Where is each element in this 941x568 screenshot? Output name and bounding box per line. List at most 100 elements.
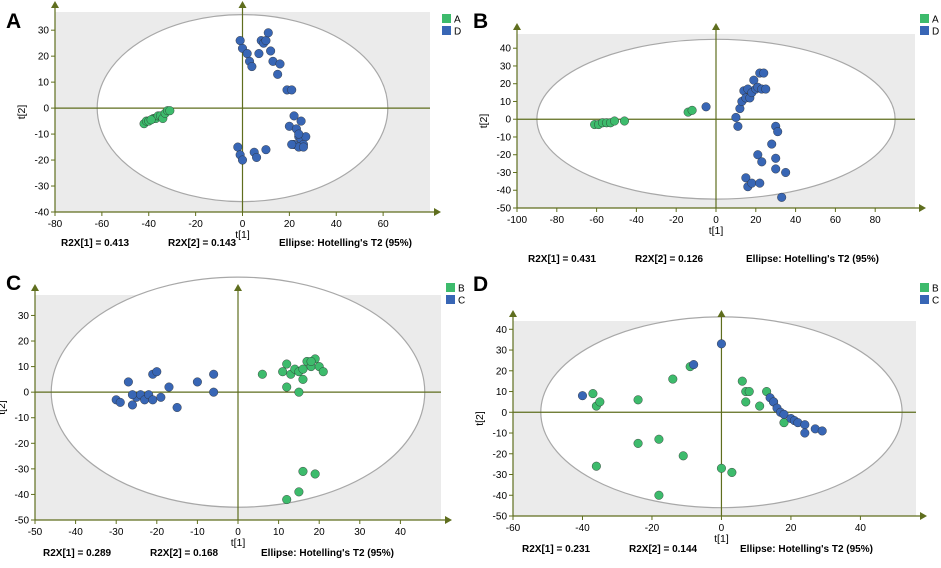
panel-d-xtick-label: -40 <box>575 523 590 534</box>
panel-b-point-d <box>777 192 787 202</box>
panel-c-point-c <box>192 377 202 387</box>
panel-a-point-d <box>287 139 297 149</box>
panel-a-ytick-label: -40 <box>35 208 50 219</box>
panel-b-xtick-label: -80 <box>550 215 565 226</box>
panel-c-point-c <box>209 369 219 379</box>
panel-d-legend-swatch-c <box>920 295 929 304</box>
panel-a-r2x1: R2X[1] = 0.413 <box>61 238 130 249</box>
panel-d-point-b <box>654 490 664 500</box>
panel-c-legend-label-c: C <box>458 296 465 307</box>
panel-c-r2x2: R2X[2] = 0.168 <box>150 548 219 559</box>
panel-b-xtick-label: -40 <box>629 215 644 226</box>
panel-b-r2x2: R2X[2] = 0.126 <box>635 254 704 265</box>
panel-a-point-d <box>273 69 283 79</box>
panel-b-point-d <box>749 75 759 85</box>
panel-a-ytick-label: -20 <box>35 156 50 167</box>
panel-c-x-axis-title: t[1] <box>231 537 246 549</box>
panel-b-ytick-label: -30 <box>497 168 512 179</box>
panel-c-ellipse-label: Ellipse: Hotelling's T2 (95%) <box>261 548 394 559</box>
panel-b-point-d <box>753 150 763 160</box>
panel-b-point-d <box>757 157 767 167</box>
panel-a-ytick-label: 10 <box>38 78 50 89</box>
panel-a-point-d <box>298 142 308 152</box>
panel-b-point-d <box>771 164 781 174</box>
panel-b-xtick-label: -60 <box>589 215 604 226</box>
panel-d-point-b <box>588 389 598 399</box>
panel-b-xtick-label: 40 <box>790 215 802 226</box>
panel-d-point-b <box>654 434 664 444</box>
panel-d-xtick-label: -60 <box>506 523 521 534</box>
panel-c-xtick-label: -30 <box>109 527 124 538</box>
panel-d-legend-label-b: B <box>932 284 939 295</box>
panel-c-xtick-label: 20 <box>314 527 326 538</box>
panel-c-legend-swatch-c <box>446 295 455 304</box>
panel-d-ytick-label: 40 <box>496 325 508 336</box>
panel-c-letter: C <box>6 272 21 295</box>
panel-d-y-axis-title: t[2] <box>474 411 486 426</box>
panel-d-point-c <box>577 391 587 401</box>
panel-c-point-c <box>127 400 137 410</box>
panel-c-ytick-label: 30 <box>18 311 30 322</box>
panel-c-point-c <box>123 377 133 387</box>
panel-b-xtick-label: 20 <box>750 215 762 226</box>
panel-d-x-axis-arrow <box>920 512 927 520</box>
panel-a-xtick-label: 40 <box>331 219 343 230</box>
panel-d-ytick-label: -50 <box>493 512 508 523</box>
panel-c-legend-swatch-b <box>446 283 455 292</box>
panel-d-ytick-label: 10 <box>496 387 508 398</box>
panel-a-point-d <box>235 36 245 46</box>
panel-c-ytick-label: -20 <box>15 439 30 450</box>
panel-b-point-d <box>755 178 765 188</box>
panel-a-legend-swatch-d <box>442 26 451 35</box>
panel-c-point-b <box>282 359 292 369</box>
panel-d-point-b <box>755 401 765 411</box>
panel-d-ytick-label: -10 <box>493 429 508 440</box>
panel-c-point-c <box>115 397 125 407</box>
panel-a-y-axis-title: t[2] <box>16 105 28 120</box>
panel-b-y-axis-title: t[2] <box>478 114 490 129</box>
panel-a-ytick-label: 0 <box>43 104 49 115</box>
panel-c-point-c <box>127 390 137 400</box>
panel-a-point-d <box>247 62 257 72</box>
panel-d-point-b <box>633 438 643 448</box>
panel-b-point-d <box>701 102 711 112</box>
panel-c-point-c <box>152 367 162 377</box>
panel-d-legend-label-c: C <box>932 296 939 307</box>
panel-d-point-b <box>595 397 605 407</box>
panel-a-xtick-label: 20 <box>284 219 296 230</box>
panel-a-legend-label-d: D <box>454 27 461 38</box>
panel-d-point-b <box>591 461 601 471</box>
panel-c-zero-arrow <box>234 284 242 291</box>
panel-c-ytick-label: -50 <box>15 516 30 527</box>
panel-c-xtick-label: 40 <box>395 527 407 538</box>
panel-b-xtick-label: 0 <box>713 215 719 226</box>
panel-d-point-c <box>800 420 810 430</box>
panel-a-point-d <box>233 142 243 152</box>
panel-a-ytick-label: 20 <box>38 52 50 63</box>
panel-c-r2x1: R2X[1] = 0.289 <box>43 548 112 559</box>
panel-d-r2x1: R2X[1] = 0.231 <box>522 544 591 555</box>
panel-a-point-d <box>254 49 264 59</box>
panel-c-point-b <box>257 369 267 379</box>
panel-b-legend-label-d: D <box>932 27 939 38</box>
panel-b-point-d <box>747 178 757 188</box>
panel-d-point-b <box>668 374 678 384</box>
panel-b-letter: B <box>473 10 488 33</box>
panel-b-ytick-label: -40 <box>497 186 512 197</box>
panel-a-xtick-label: -20 <box>188 219 203 230</box>
panel-d-xtick-label: -20 <box>645 523 660 534</box>
panel-a-xtick-label: 60 <box>378 219 390 230</box>
panel-a-point-d <box>261 36 271 46</box>
panel-a-legend-label-a: A <box>454 15 461 26</box>
panel-d-x-axis-title: t[1] <box>714 533 729 545</box>
panel-b-point-d <box>741 173 751 183</box>
panel-c-point-b <box>298 374 308 384</box>
panel-b-point-a <box>619 116 629 126</box>
panel-a-ytick-label: 30 <box>38 26 50 37</box>
panel-d-ytick-label: 0 <box>501 408 507 419</box>
panel-b-ytick-label: 40 <box>500 44 512 55</box>
panel-c-ytick-label: 10 <box>18 362 30 373</box>
panel-a-ellipse-label: Ellipse: Hotelling's T2 (95%) <box>279 238 412 249</box>
panel-d-letter: D <box>473 273 488 296</box>
panel-c-point-b <box>294 387 304 397</box>
